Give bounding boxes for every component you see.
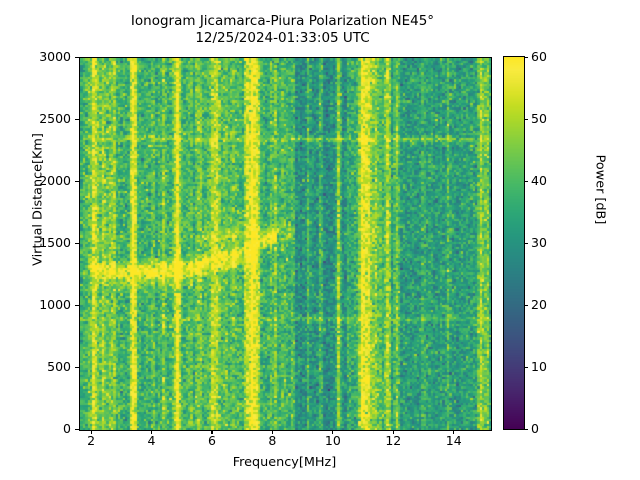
colorbar-tick-label: 60 (531, 49, 547, 64)
x-tick-label: 4 (147, 433, 156, 448)
y-axis-label: Virtual Distance[Km] (30, 133, 46, 266)
y-tick-mark (75, 366, 79, 368)
x-tick-label: 10 (324, 433, 341, 448)
y-tick-label: 3000 (39, 49, 71, 64)
title-line-2: 12/25/2024-01:33:05 UTC (195, 30, 370, 46)
colorbar-tick-label: 50 (531, 111, 547, 126)
y-tick-mark (75, 118, 79, 120)
colorbar-label: Power [dB] (592, 154, 608, 225)
y-tick-mark (75, 180, 79, 182)
ionogram-heatmap[interactable] (80, 58, 491, 430)
colorbar-tick-label: 10 (531, 359, 547, 374)
y-tick-mark (75, 304, 79, 306)
y-tick-label: 0 (63, 421, 71, 436)
x-tick-label: 14 (445, 433, 462, 448)
x-tick-label: 12 (385, 433, 402, 448)
y-tick-label: 2500 (39, 111, 71, 126)
colorbar-tick-mark (524, 242, 528, 244)
colorbar-tick-mark (524, 56, 528, 58)
y-tick-label: 500 (47, 359, 71, 374)
colorbar-tick-mark (524, 180, 528, 182)
colorbar-tick-label: 20 (531, 297, 547, 312)
colorbar-gradient (503, 56, 525, 430)
x-axis-label: Frequency[MHz] (232, 455, 337, 470)
x-tick-mark (332, 430, 334, 434)
x-tick-label: 2 (87, 433, 96, 448)
chart-title: Ionogram Jicamarca-Piura Polarization NE… (0, 13, 565, 47)
y-tick-mark (75, 56, 79, 58)
colorbar[interactable] (503, 56, 525, 430)
y-tick-mark (75, 428, 79, 430)
colorbar-tick-label: 30 (531, 235, 547, 250)
x-tick-mark (271, 430, 273, 434)
y-tick-label: 1000 (39, 297, 71, 312)
colorbar-tick-mark (524, 118, 528, 120)
x-tick-mark (392, 430, 394, 434)
x-tick-label: 8 (268, 433, 277, 448)
colorbar-tick-label: 40 (531, 173, 547, 188)
x-tick-label: 6 (207, 433, 216, 448)
x-tick-mark (90, 430, 92, 434)
colorbar-tick-label: 0 (531, 421, 539, 436)
x-tick-mark (453, 430, 455, 434)
colorbar-tick-mark (524, 366, 528, 368)
y-tick-label: 1500 (39, 235, 71, 250)
ionogram-plot-area[interactable] (79, 57, 492, 431)
colorbar-tick-mark (524, 304, 528, 306)
title-line-1: Ionogram Jicamarca-Piura Polarization NE… (130, 13, 435, 29)
x-tick-mark (211, 430, 213, 434)
x-tick-mark (151, 430, 153, 434)
y-tick-mark (75, 242, 79, 244)
y-tick-label: 2000 (39, 173, 71, 188)
colorbar-tick-mark (524, 428, 528, 430)
